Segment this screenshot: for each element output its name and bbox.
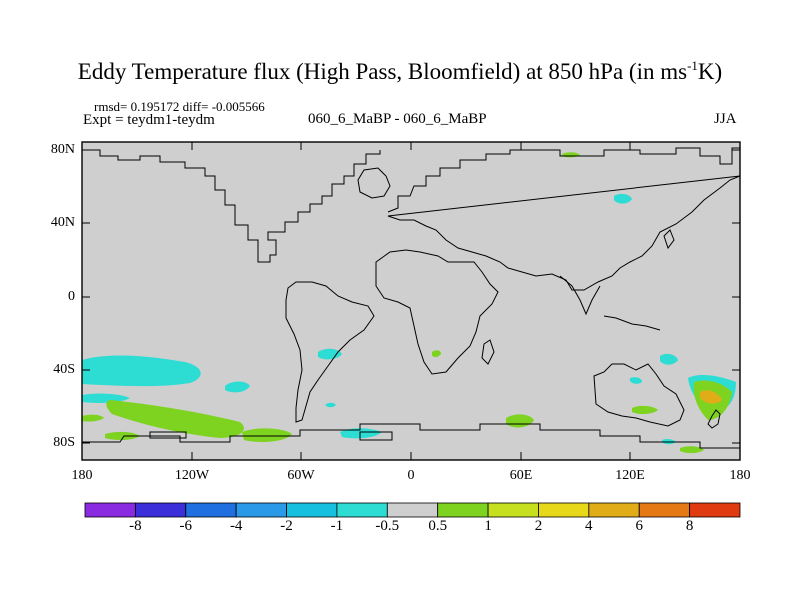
colorbar-swatch-3 [235,502,287,518]
coast-australia [593,363,685,427]
pos-patch-south-indian [632,405,658,415]
lon-label-60w: 60W [287,468,315,483]
experiment-label: Expt = teydm1-teydm [83,112,215,128]
neg-patch-atlantic [318,348,342,360]
colorbar [84,502,741,518]
neg-patch-south-indian [630,377,642,384]
season-label: JJA [714,111,737,127]
colorbar-label-9: 4 [585,518,593,534]
pos-patch-south-pacific-belt [106,400,244,438]
lon-label-120e: 120E [615,468,645,483]
colorbar-label-6: 0.5 [428,518,448,534]
lat-label-40s: 40S [53,362,75,377]
neg-patch-atlantic-small [325,402,336,408]
coast-north-america [82,149,381,263]
neg-patch-south-pacific-2 [82,393,130,403]
colorbar-label-3: -2 [280,518,293,534]
coast-weddell [359,431,393,441]
colorbar-swatch-7 [437,502,489,518]
neg-patch-northwest-pacific [614,193,632,204]
lat-label-80n: 80N [50,142,75,157]
plot-title: Eddy Temperature flux (High Pass, Bloomf… [77,58,723,84]
coastlines [82,147,741,449]
colorbar-swatch-4 [286,502,338,518]
colorbar-label-1: -6 [179,518,193,534]
pos-patch-southern-ocean-east [680,446,704,454]
title-superscript: -1 [687,58,698,73]
lon-tick-marks [191,142,631,460]
colorbar-swatch-8 [487,502,539,518]
coast-india [559,275,601,316]
pos-patch-south-pacific-west [82,414,104,422]
warm-anomaly-patch [700,390,722,404]
colorbar-swatch-11 [638,502,691,518]
colorbar-label-7: 1 [484,518,492,534]
colorbar-swatch-5 [336,502,388,518]
colorbar-swatch-12 [689,502,741,518]
neg-patch-south-atlantic [340,428,382,439]
map-background [82,142,740,460]
coast-greenland [357,167,391,199]
lon-label-120w: 120W [174,468,210,483]
lat-tick-marks [82,149,740,444]
colorbar-swatch-9 [538,502,590,518]
colorbar-label-5: -0.5 [375,518,400,534]
colorbar-swatch-6 [386,502,439,518]
pos-patch-drake [242,428,292,442]
coast-ross-ice [149,431,187,439]
colorbar-label-2: -4 [229,518,243,534]
colorbar-swatch-10 [588,502,640,518]
lat-label-0: 0 [68,289,75,304]
coast-south-america [285,281,375,423]
coast-eurasia [387,147,740,213]
coast-asia-south [387,175,741,291]
lon-label-0: 0 [407,468,415,483]
colorbar-label-10: 6 [635,518,643,534]
coast-indonesia [603,315,661,331]
title-unit-tail: K) [697,59,723,84]
pos-patch-antarctic-pacific [105,431,140,441]
lon-label-180e: 180 [729,468,751,483]
coast-japan [663,229,675,250]
neg-patch-australia [660,353,678,365]
colorbar-swatch-0 [84,502,136,518]
coast-antarctica [82,423,740,449]
coast-africa [375,249,499,375]
colorbar-label-11: 8 [685,518,694,534]
lat-label-40n: 40N [50,215,75,230]
lon-label-180w: 180 [71,468,93,483]
stats-label: rmsd= 0.195172 diff= -0.005566 [94,99,265,114]
colorbar-swatch-2 [185,502,237,518]
pos-patch-south-africa [432,350,441,358]
colorbar-label-0: -8 [129,518,142,534]
coast-madagascar [481,339,495,365]
case-label: 060_6_MaBP - 060_6_MaBP [308,111,487,127]
positive-anomaly-patches [82,152,732,454]
colorbar-label-8: 2 [534,518,543,534]
neg-patch-south-pacific [82,355,201,387]
neg-patch-south-america-west [225,381,250,393]
colorbar-swatch-1 [134,502,187,518]
lon-label-60e: 60E [509,468,533,483]
colorbar-label-4: -1 [330,518,344,534]
lat-label-80s: 80S [53,435,75,450]
coast-new-zealand [707,409,721,429]
